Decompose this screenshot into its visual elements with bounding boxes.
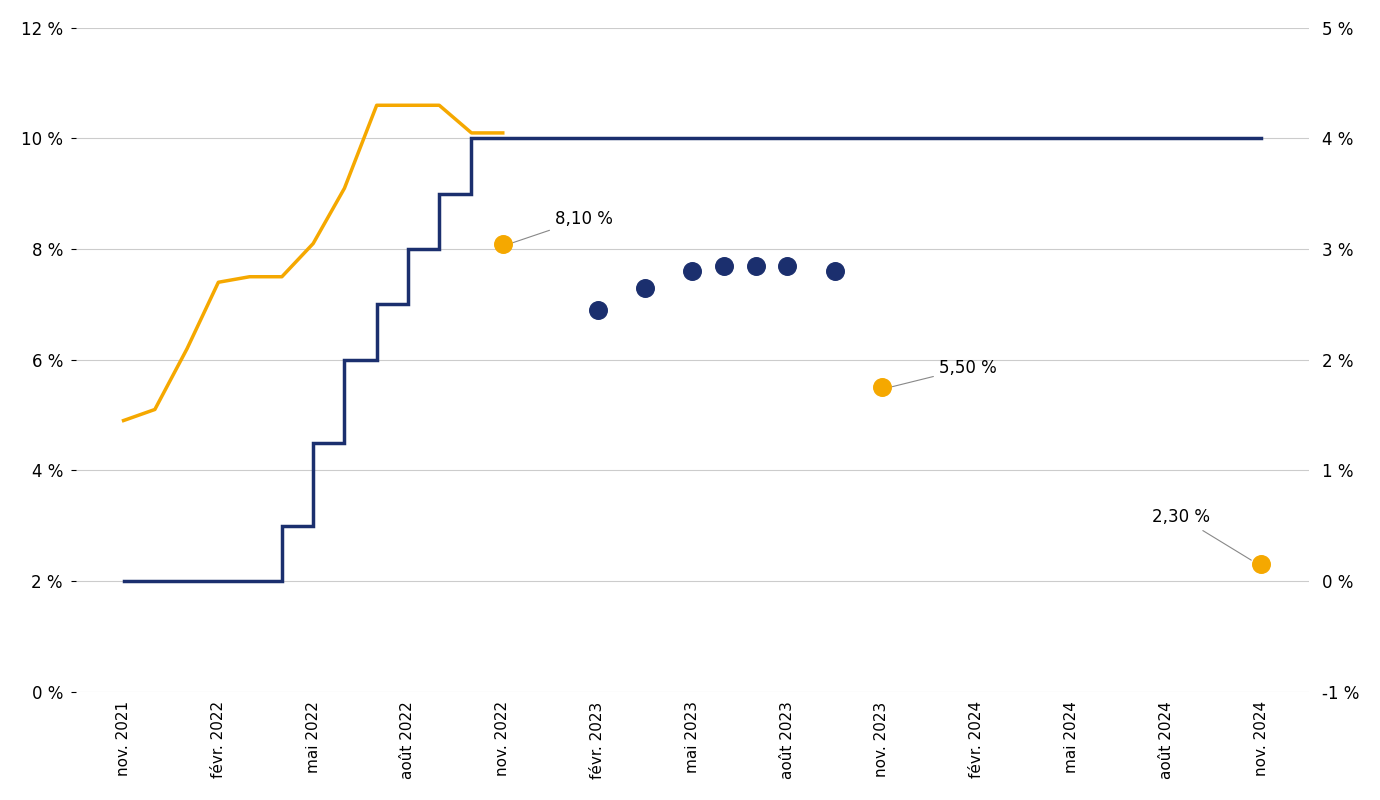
Text: 2,30 %: 2,30 % <box>1152 508 1252 560</box>
Point <box>491 237 513 250</box>
Point <box>745 259 767 272</box>
Point <box>712 259 734 272</box>
Point <box>586 303 609 316</box>
Point <box>1250 558 1272 570</box>
Point <box>824 265 846 278</box>
Point <box>682 265 704 278</box>
Text: 8,10 %: 8,10 % <box>513 210 613 242</box>
Text: 5,50 %: 5,50 % <box>893 359 996 386</box>
Point <box>871 381 893 394</box>
Point <box>776 259 798 272</box>
Point <box>633 282 656 294</box>
